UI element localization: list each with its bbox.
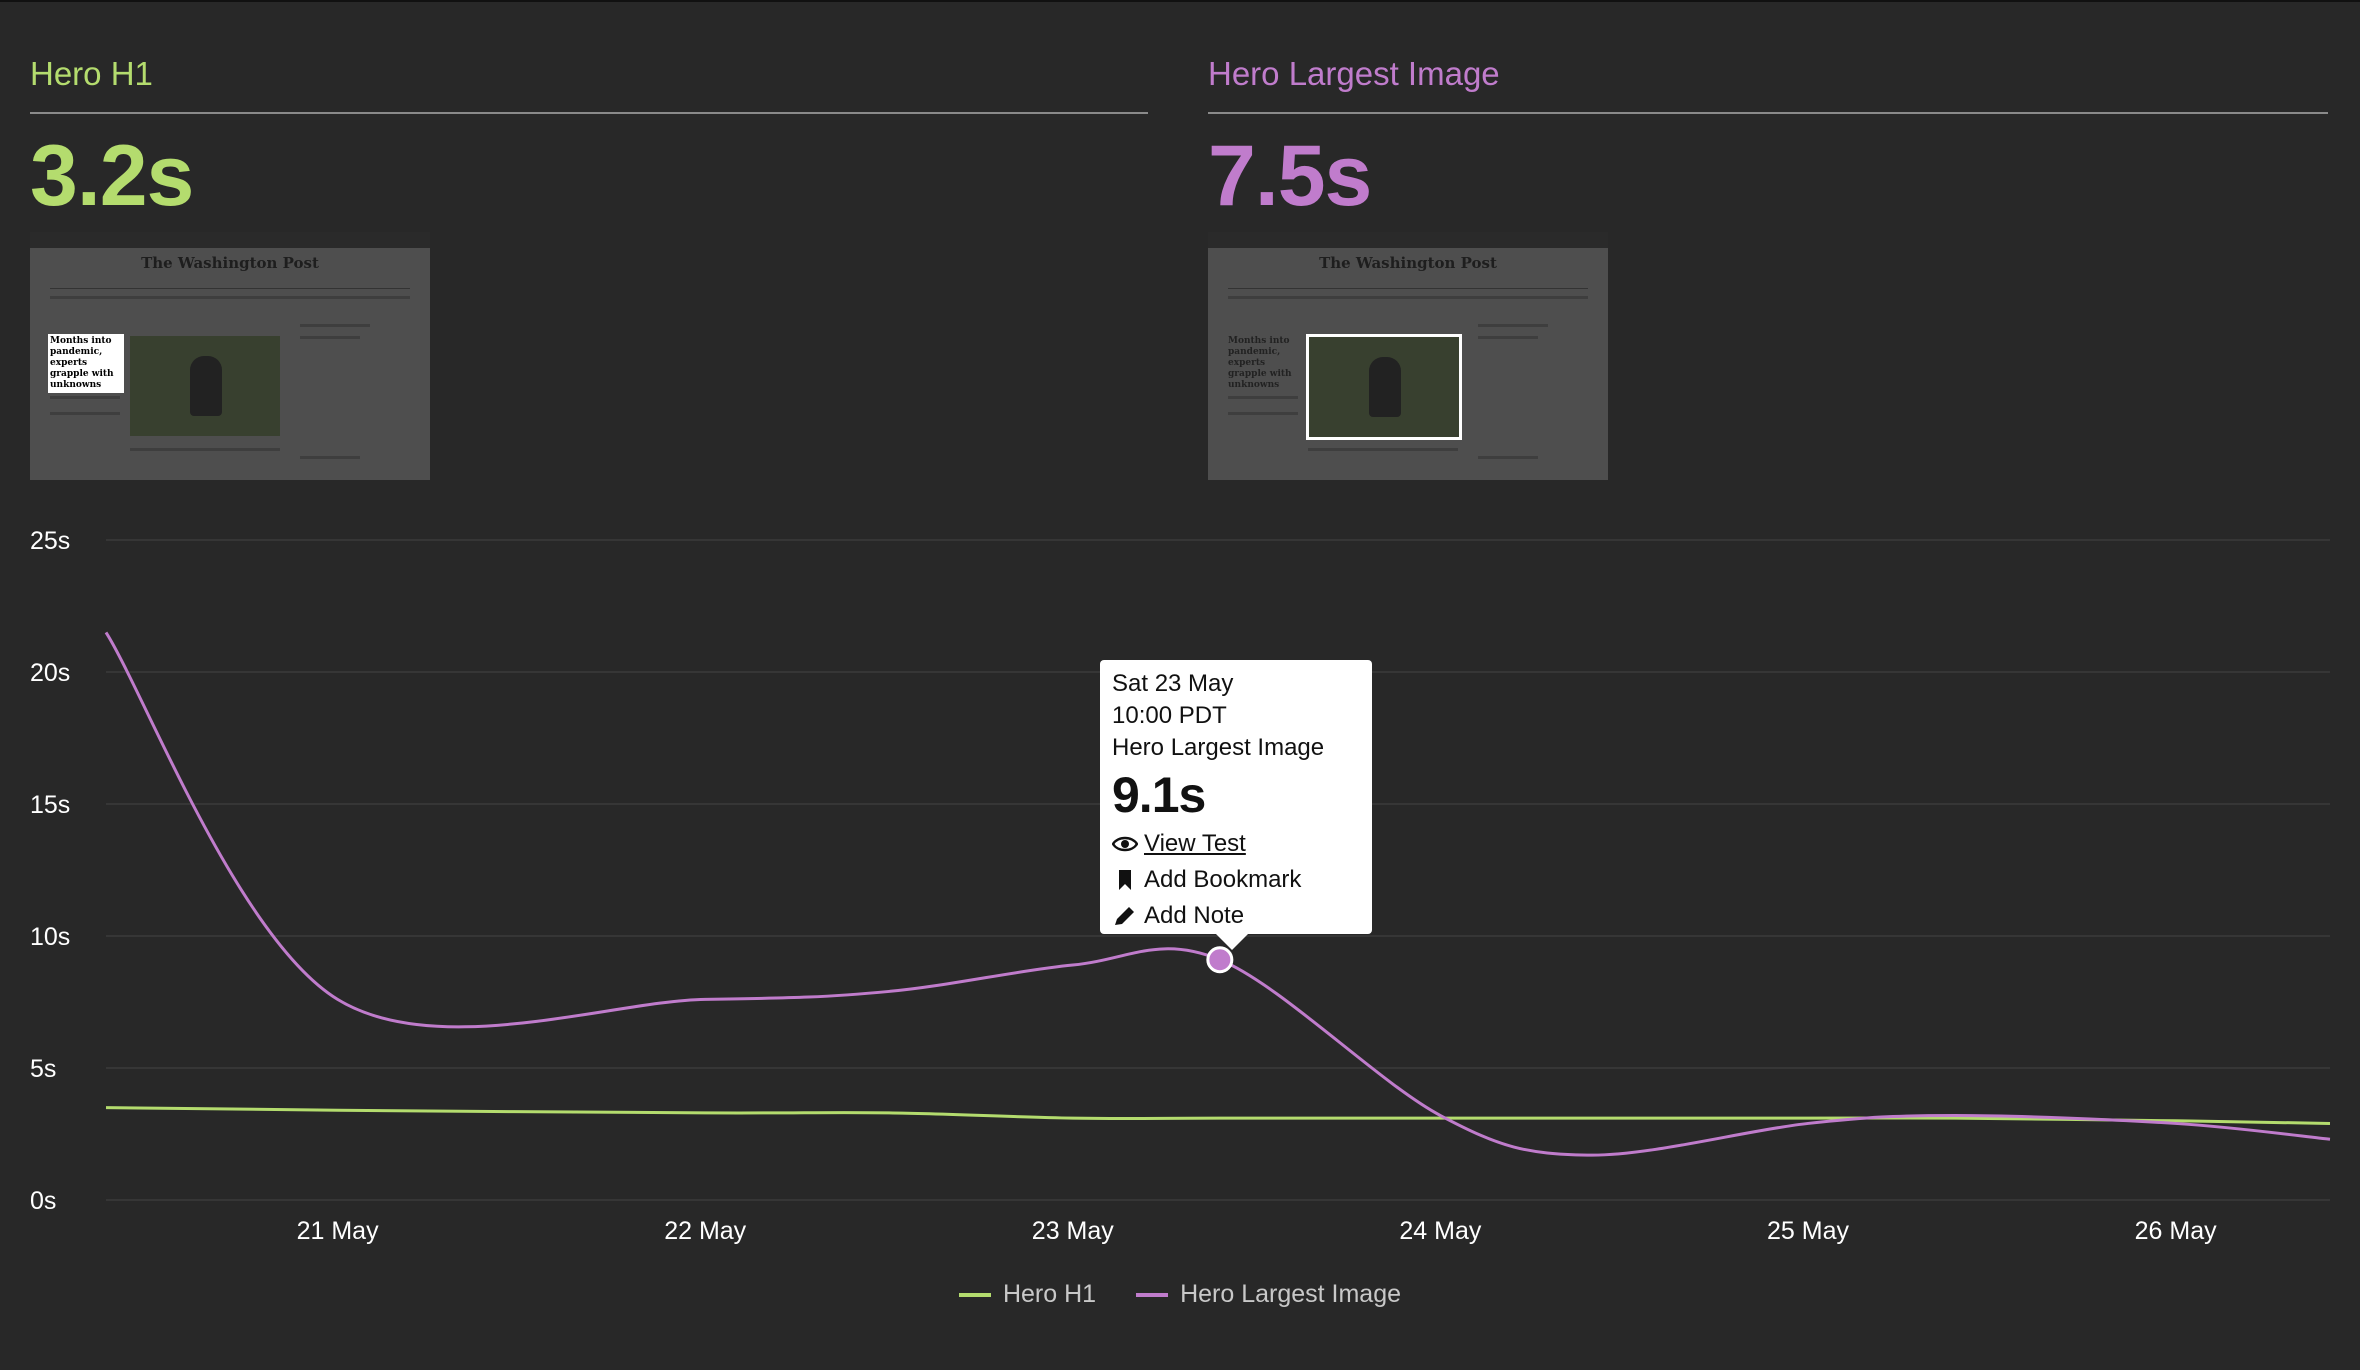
tooltip-metric: Hero Largest Image <box>1112 734 1325 761</box>
filmstrip-thumbnail-largest-image[interactable]: The Washington Post Months into pandemic… <box>1208 232 1608 480</box>
add-bookmark-button[interactable]: Add Bookmark <box>1112 862 1360 898</box>
browser-bar <box>1208 232 1608 248</box>
chart-series <box>104 631 2331 1157</box>
metric-name: Hero Largest Image <box>1208 55 1500 92</box>
metric-hero-largest-image: Hero Largest Image 7.5s <box>1208 52 2328 226</box>
pencil-icon <box>1115 907 1134 925</box>
y-tick-label: 5s <box>30 1055 56 1083</box>
view-test-label: View Test <box>1144 830 1246 857</box>
thumbnail-text <box>1478 336 1538 339</box>
x-axis: 21 May 22 May 23 May 24 May 25 May 26 May <box>297 1217 2217 1245</box>
add-note-label: Add Note <box>1144 902 1245 929</box>
metric-hero-h1: Hero H1 3.2s <box>30 52 1148 226</box>
x-tick-label: 22 May <box>664 1217 746 1245</box>
photo-subject <box>190 356 222 416</box>
legend-label: Hero H1 <box>1002 1280 1097 1308</box>
thumbnail-masthead: The Washington Post <box>141 254 319 272</box>
metric-name: Hero H1 <box>30 55 153 92</box>
thumbnail-photo <box>130 336 280 436</box>
y-tick-label: 15s <box>30 791 70 819</box>
x-tick-label: 24 May <box>1399 1217 1481 1245</box>
data-point-tooltip: Sat 23 May 10:00 PDT Hero Largest Image … <box>1100 660 1372 950</box>
thumbnail-masthead: The Washington Post <box>1319 254 1497 272</box>
x-tick-label: 26 May <box>2135 1217 2217 1245</box>
thumbnail-text <box>50 412 120 415</box>
thumbnail-photo <box>1306 334 1462 440</box>
thumbnail-headline: Months into pandemic, experts grapple wi… <box>1228 336 1292 390</box>
x-tick-label: 21 May <box>297 1217 379 1245</box>
y-tick-label: 20s <box>30 659 70 687</box>
photo-subject <box>1369 357 1401 417</box>
metric-divider <box>30 112 1148 114</box>
y-tick-label: 25s <box>30 527 70 555</box>
x-tick-label: 23 May <box>1032 1217 1114 1245</box>
thumbnail-text <box>1308 448 1458 451</box>
legend-label: Hero Largest Image <box>1180 1280 1402 1308</box>
bookmark-icon <box>1119 870 1131 890</box>
y-tick-label: 10s <box>30 923 70 951</box>
legend-item-hero-h1[interactable]: Hero H1 <box>958 1280 1097 1309</box>
thumbnail-text <box>1478 456 1538 459</box>
thumbnail-headline: Months into pandemic, experts grapple wi… <box>48 334 124 393</box>
thumbnail-text <box>1478 324 1548 327</box>
chart-highlight <box>1206 946 1234 974</box>
tooltip-time: 10:00 PDT <box>1112 702 1227 729</box>
thumbnail-nav <box>1228 296 1588 299</box>
thumbnail-text <box>300 336 360 339</box>
series-line-hero-largest-image <box>104 631 2331 1157</box>
legend-swatch <box>958 1292 991 1297</box>
top-border <box>0 0 2360 2</box>
legend-swatch <box>1136 1292 1169 1297</box>
tooltip-date: Sat 23 May <box>1112 670 1234 697</box>
highlighted-data-point <box>1206 946 1234 974</box>
thumbnail-text <box>300 324 370 327</box>
view-test-link[interactable]: View Test <box>1112 826 1360 862</box>
tooltip-value: 9.1s <box>1112 767 1206 823</box>
thumbnail-text <box>1228 412 1298 415</box>
tooltip-caret <box>1216 934 1248 950</box>
chart-legend: Hero H1 Hero Largest Image <box>0 1280 2360 1309</box>
filmstrip-thumbnail-h1[interactable]: The Washington Post Months into pandemic… <box>30 232 430 480</box>
legend-item-hero-largest-image[interactable]: Hero Largest Image <box>1136 1280 1401 1309</box>
series-line-hero-h1 <box>105 1106 2331 1125</box>
add-note-button[interactable]: Add Note <box>1112 898 1360 934</box>
eye-icon <box>1112 836 1138 852</box>
thumbnail-text <box>130 448 280 451</box>
metric-value: 7.5s <box>1208 128 1372 224</box>
thumbnail-rule <box>50 288 410 289</box>
thumbnail-text <box>300 456 360 459</box>
x-tick-label: 25 May <box>1767 1217 1849 1245</box>
metric-value: 3.2s <box>30 128 194 224</box>
thumbnail-nav <box>50 296 410 299</box>
metric-divider <box>1208 112 2328 114</box>
thumbnail-text <box>1228 396 1298 399</box>
y-axis: 0s 5s 10s 15s 20s 25s <box>30 527 70 1215</box>
y-tick-label: 0s <box>30 1187 56 1215</box>
browser-bar <box>30 232 430 248</box>
thumbnail-rule <box>1228 288 1588 289</box>
thumbnail-text <box>50 396 120 399</box>
add-bookmark-label: Add Bookmark <box>1144 866 1302 893</box>
